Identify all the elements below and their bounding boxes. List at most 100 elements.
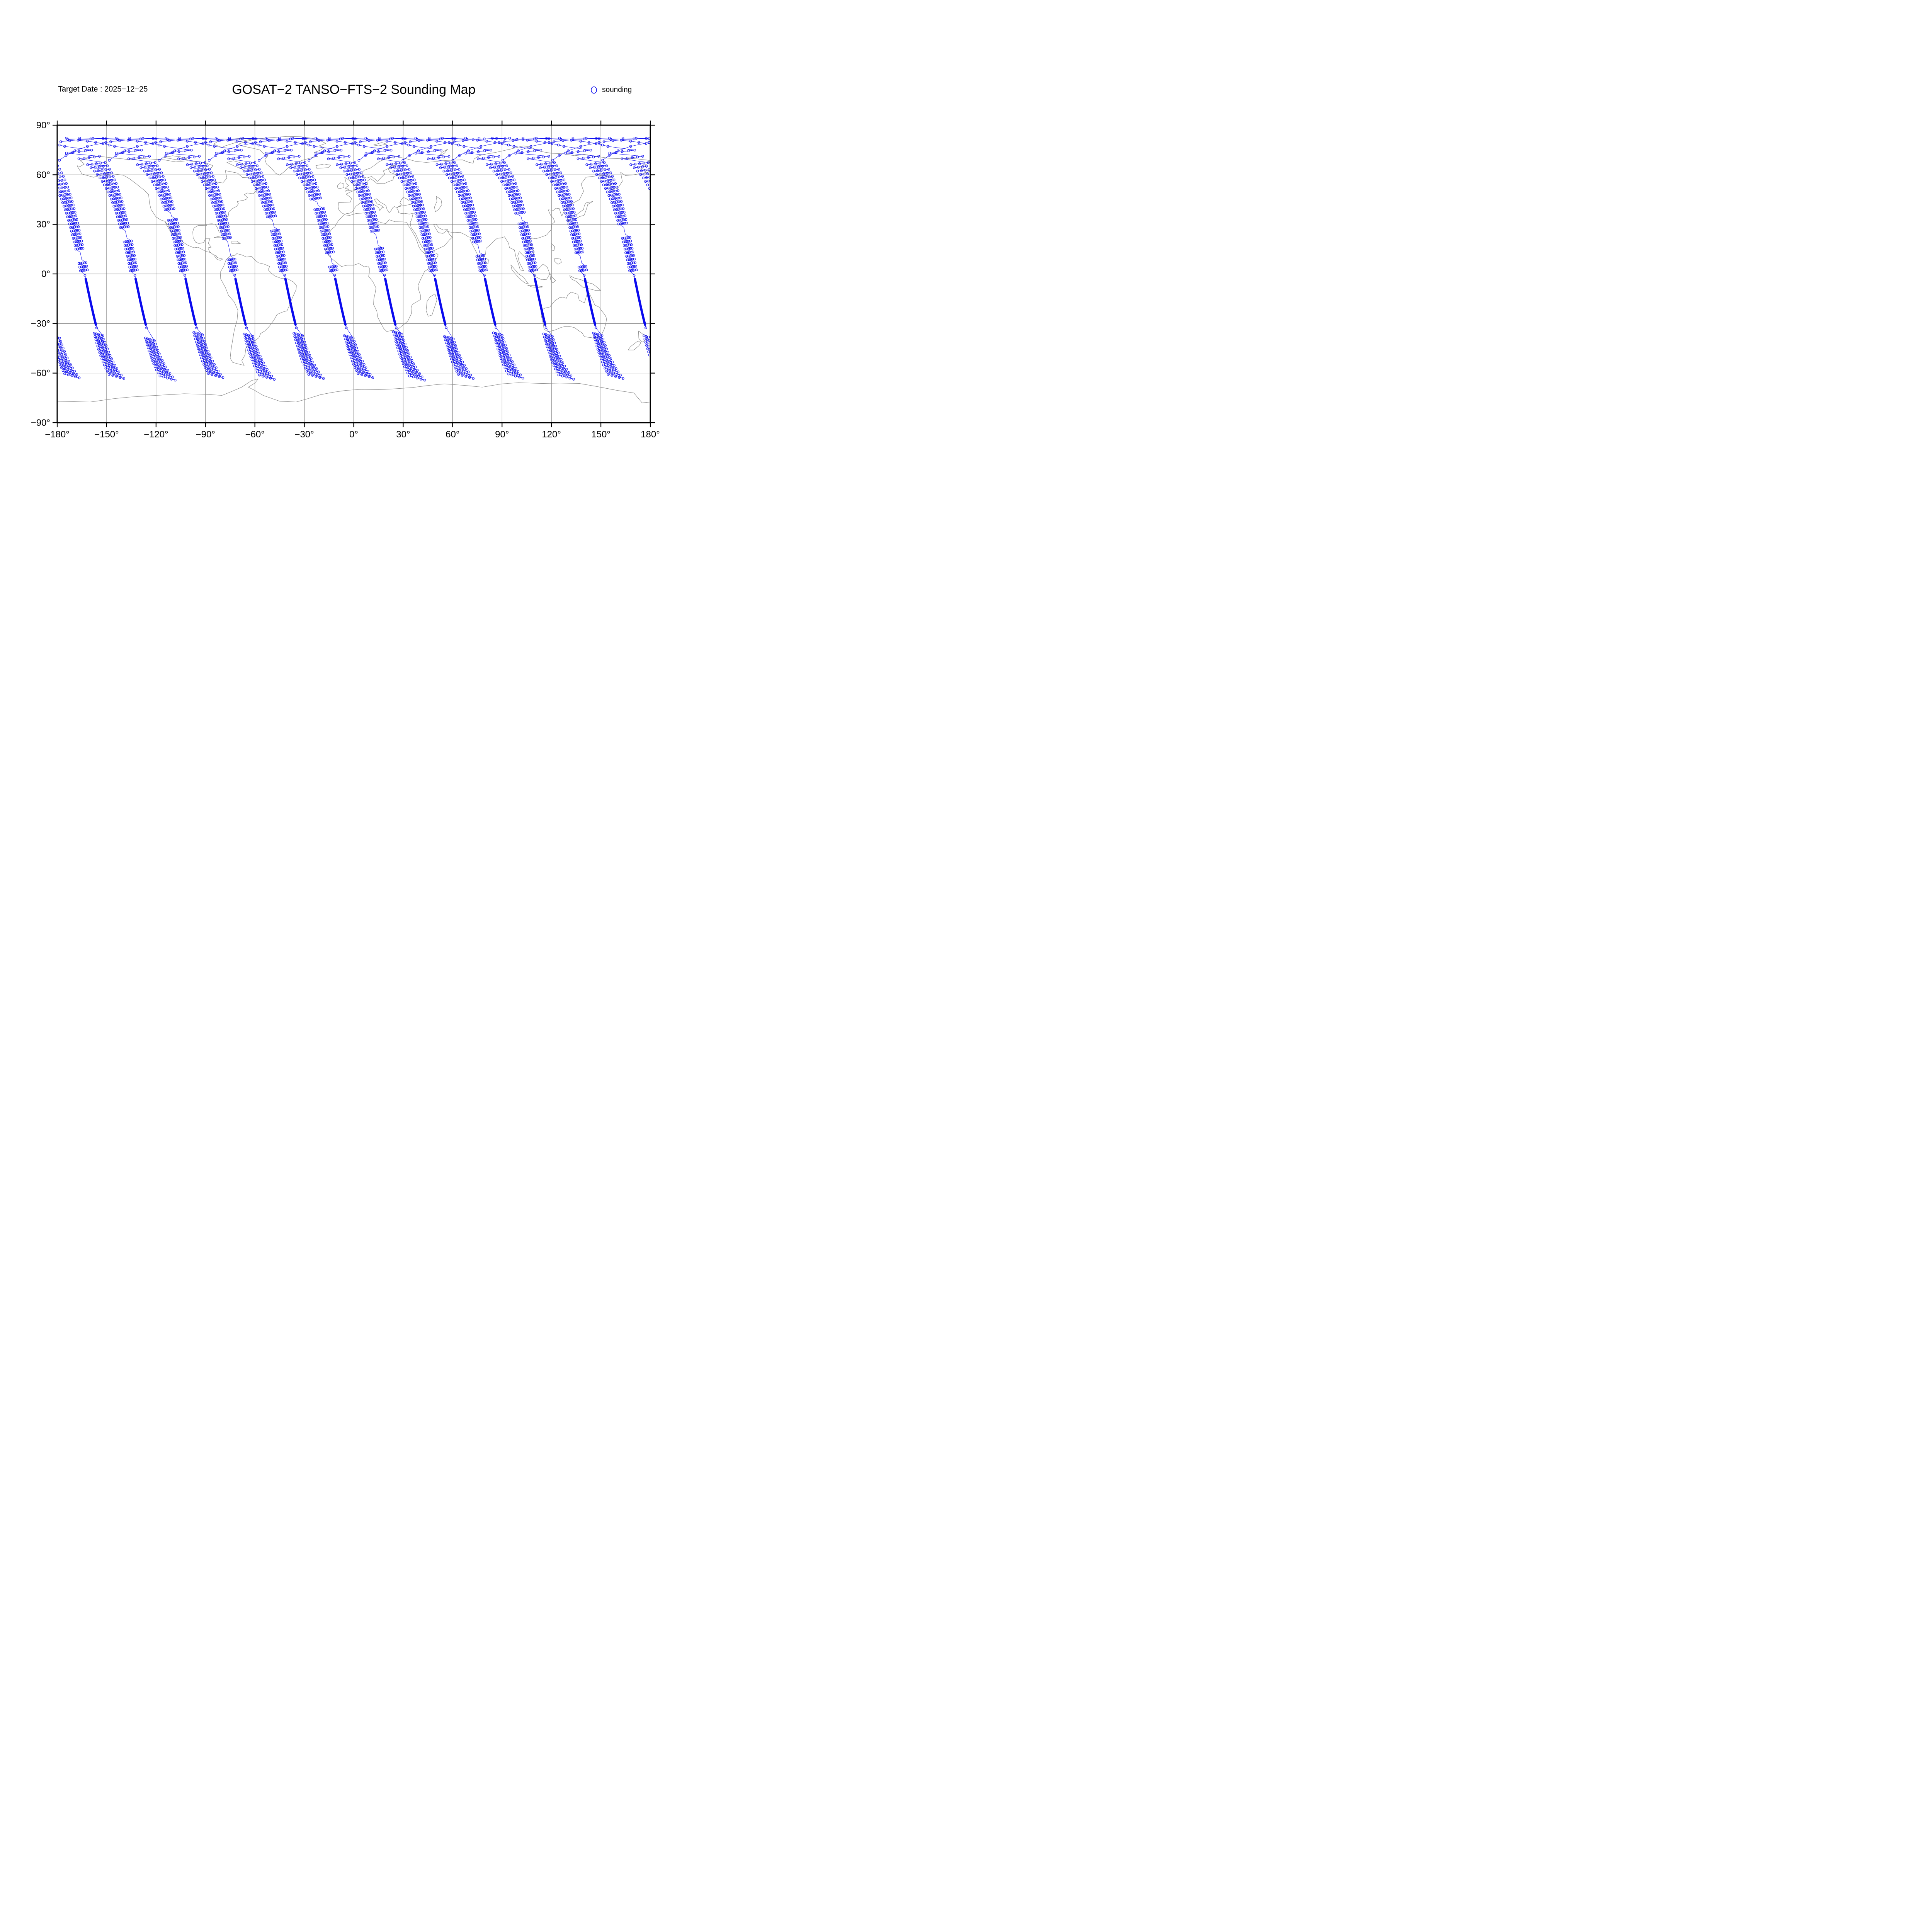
sounding-marker <box>408 168 411 171</box>
sounding-marker <box>533 258 536 260</box>
sounding-marker <box>628 236 631 239</box>
sounding-marker <box>74 229 77 232</box>
sounding-marker <box>451 142 454 145</box>
track-connector-line <box>309 138 623 379</box>
sounding-marker <box>312 197 315 200</box>
sounding-marker <box>471 237 474 240</box>
sounding-marker <box>293 155 296 158</box>
sounding-marker <box>590 163 593 166</box>
sounding-marker <box>303 172 306 175</box>
sounding-marker <box>310 186 313 189</box>
sounding-marker <box>286 140 289 143</box>
sounding-marker <box>508 365 511 368</box>
sounding-marker <box>256 190 259 194</box>
sounding-marker <box>127 258 129 262</box>
sounding-marker <box>310 194 313 197</box>
sounding-marker <box>177 150 180 153</box>
sounding-marker <box>602 352 605 355</box>
sounding-marker <box>265 368 269 371</box>
sounding-marker <box>414 137 417 139</box>
sounding-marker <box>380 258 383 261</box>
sounding-marker <box>399 356 402 359</box>
sounding-marker <box>128 247 131 250</box>
sounding-marker <box>347 347 349 350</box>
sounding-marker <box>332 269 335 272</box>
sounding-marker <box>83 156 85 160</box>
sounding-marker <box>406 172 409 175</box>
sounding-marker <box>448 177 451 180</box>
sounding-marker <box>572 233 575 236</box>
sounding-marker <box>442 155 445 158</box>
sounding-marker <box>406 190 409 194</box>
sounding-marker <box>414 197 417 200</box>
sounding-marker <box>295 326 298 329</box>
sounding-marker <box>398 353 401 356</box>
sounding-marker <box>462 139 464 142</box>
sounding-marker <box>526 240 529 243</box>
sounding-marker <box>576 240 578 243</box>
sounding-marker <box>264 365 267 368</box>
sounding-marker <box>569 196 572 199</box>
sounding-marker <box>628 262 631 265</box>
sounding-marker <box>196 344 199 347</box>
sounding-marker <box>89 138 92 141</box>
sounding-marker <box>305 176 308 179</box>
sounding-marker <box>459 371 462 374</box>
sounding-marker <box>343 166 346 169</box>
sounding-marker <box>348 177 351 180</box>
sounding-marker <box>324 233 327 236</box>
sounding-marker <box>108 194 111 197</box>
sounding-marker <box>632 261 635 264</box>
sounding-marker <box>344 141 347 144</box>
sounding-marker <box>179 236 182 239</box>
sounding-marker <box>143 155 146 158</box>
sounding-marker <box>255 367 257 371</box>
sounding-marker <box>59 340 62 343</box>
sounding-marker <box>315 137 317 139</box>
sounding-marker <box>603 161 606 164</box>
sounding-marker <box>59 346 62 349</box>
sounding-marker <box>371 376 374 379</box>
sounding-marker <box>508 359 511 362</box>
sounding-marker <box>78 150 80 153</box>
sounding-marker <box>630 262 633 265</box>
sounding-marker <box>634 163 637 166</box>
sounding-marker <box>340 163 343 166</box>
sounding-marker <box>109 371 112 374</box>
sounding-marker <box>523 211 526 214</box>
sounding-marker <box>122 240 126 243</box>
sounding-marker <box>378 247 381 250</box>
sounding-marker <box>202 342 205 345</box>
sounding-marker <box>556 190 559 194</box>
sounding-marker <box>414 366 417 369</box>
sounding-marker <box>555 164 558 167</box>
sounding-marker <box>67 373 70 376</box>
sounding-marker <box>328 243 332 247</box>
sounding-marker <box>302 355 304 358</box>
sounding-marker <box>548 141 551 144</box>
sounding-marker <box>259 140 262 143</box>
sounding-marker <box>307 373 310 376</box>
sounding-marker <box>405 352 408 355</box>
sounding-marker <box>184 261 187 264</box>
sounding-marker <box>350 169 353 172</box>
sounding-marker <box>297 348 300 351</box>
sounding-marker <box>264 370 267 373</box>
sounding-marker <box>546 169 549 172</box>
sounding-marker <box>610 369 613 372</box>
sounding-marker <box>623 211 626 214</box>
sounding-marker <box>501 165 504 168</box>
sounding-marker <box>151 180 154 183</box>
sounding-marker <box>403 354 406 357</box>
sounding-marker <box>105 187 108 190</box>
sounding-marker <box>129 262 132 265</box>
sounding-marker <box>570 200 573 203</box>
glint-sounding-band <box>84 277 97 326</box>
sounding-marker <box>560 358 563 361</box>
sounding-marker <box>469 374 472 377</box>
sounding-marker <box>511 182 514 185</box>
sounding-marker <box>530 269 533 272</box>
sounding-marker <box>202 349 205 351</box>
sounding-marker <box>128 240 131 243</box>
sounding-marker <box>78 262 80 265</box>
